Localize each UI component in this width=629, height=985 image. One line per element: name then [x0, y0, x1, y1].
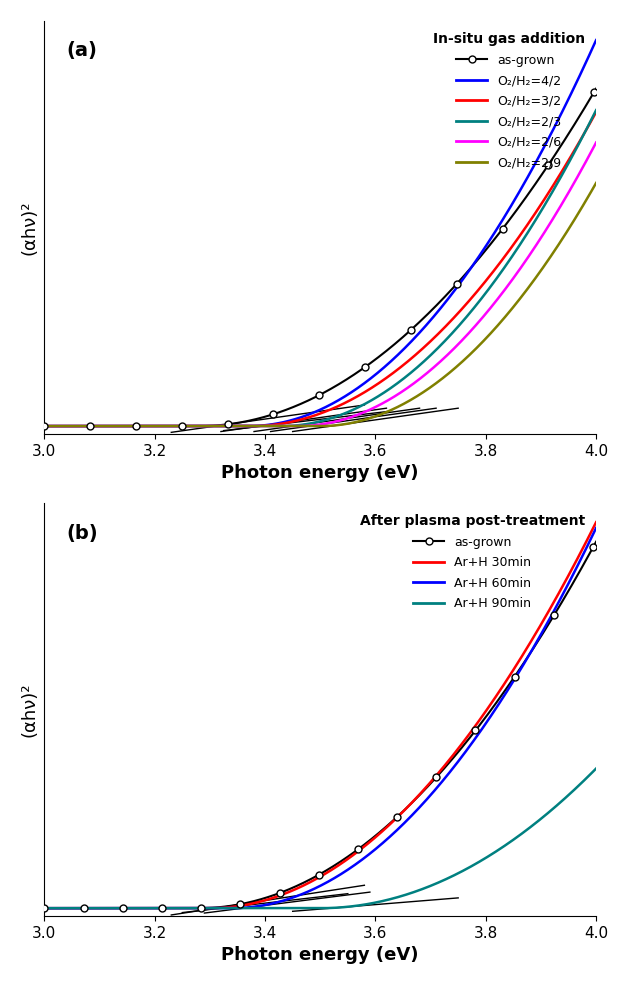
Text: (a): (a): [67, 41, 97, 60]
Legend: as-grown, Ar+H 30min, Ar+H 60min, Ar+H 90min: as-grown, Ar+H 30min, Ar+H 60min, Ar+H 9…: [355, 509, 590, 616]
Y-axis label: (αhν)²: (αhν)²: [21, 200, 39, 254]
Text: (b): (b): [67, 524, 98, 543]
Y-axis label: (αhν)²: (αhν)²: [21, 683, 39, 737]
Legend: as-grown, O₂/H₂=4/2, O₂/H₂=3/2, O₂/H₂=2/3, O₂/H₂=2/6, O₂/H₂=2/9: as-grown, O₂/H₂=4/2, O₂/H₂=3/2, O₂/H₂=2/…: [428, 27, 590, 174]
X-axis label: Photon energy (eV): Photon energy (eV): [221, 464, 419, 482]
X-axis label: Photon energy (eV): Photon energy (eV): [221, 947, 419, 964]
